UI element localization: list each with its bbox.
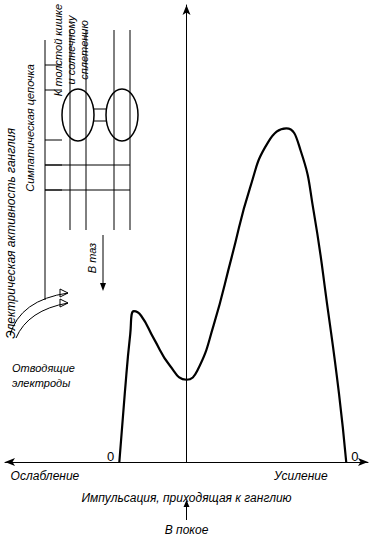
svg-text:Электрическая активность гангл: Электрическая активность ганглия — [4, 128, 18, 339]
svg-text:Ослабление: Ослабление — [11, 469, 80, 483]
svg-text:Отводящие: Отводящие — [12, 362, 75, 374]
svg-text:0: 0 — [107, 449, 114, 464]
svg-text:электроды: электроды — [12, 377, 70, 389]
svg-text:В таз: В таз — [86, 243, 98, 273]
svg-text:Усиление: Усиление — [273, 469, 328, 483]
svg-text:сплетению: сплетению — [78, 20, 90, 79]
svg-text:и солнечному: и солнечному — [65, 14, 77, 85]
svg-text:К толстой кишке: К толстой кишке — [52, 4, 64, 96]
svg-text:В покое: В покое — [165, 523, 209, 537]
svg-text:Симпатическая цепочка: Симпатическая цепочка — [24, 64, 36, 192]
svg-text:Импульсация, приходящая к ганг: Импульсация, приходящая к ганглию — [81, 491, 291, 505]
svg-text:0: 0 — [351, 449, 358, 464]
